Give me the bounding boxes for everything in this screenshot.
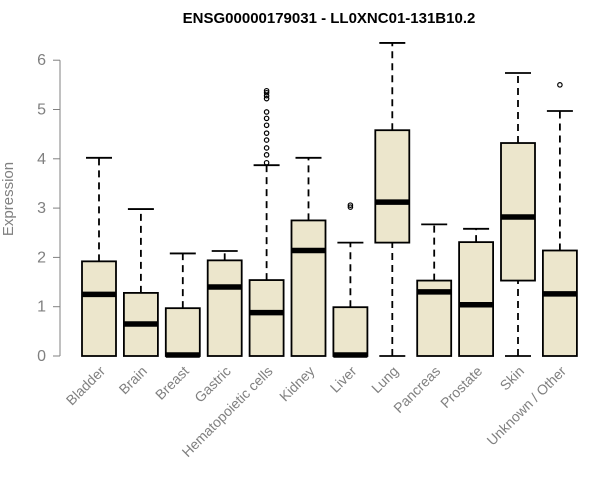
y-axis: 0 1 2 3 4 5 6: [37, 52, 61, 365]
outlier-point: [263, 137, 270, 143]
y-tick-label: 0: [37, 348, 46, 365]
x-tick-label: Liver: [327, 363, 360, 396]
y-tick-label: 3: [37, 200, 46, 217]
x-tick-label: Lung: [368, 363, 401, 396]
box-breast: [164, 252, 201, 358]
outlier-point: [263, 159, 270, 166]
box-bladder: [81, 156, 117, 357]
outlier-point: [347, 202, 354, 208]
outlier-point: [263, 87, 270, 94]
chart-title: ENSG00000179031 - LL0XNC01-131B10.2: [183, 10, 476, 27]
y-axis-label: Expression: [0, 162, 17, 236]
y-tick-label: 6: [37, 52, 46, 69]
outlier-point: [263, 130, 270, 136]
box-body: [458, 241, 495, 357]
box-body: [500, 142, 536, 282]
box-prostate: [458, 227, 495, 357]
outlier-point: [263, 109, 270, 115]
box-body: [206, 259, 243, 357]
outlier-point: [263, 145, 270, 151]
box-body: [290, 219, 327, 357]
box-body: [248, 279, 285, 357]
box-body: [164, 307, 201, 357]
x-tick-label: Brain: [116, 363, 150, 397]
box-unknown-other: [542, 82, 578, 357]
x-tick-label: Skin: [497, 363, 528, 394]
x-tick-label: Kidney: [276, 363, 318, 405]
y-tick-label: 5: [37, 102, 46, 119]
x-tick-label: Pancreas: [390, 363, 443, 416]
box-body: [542, 249, 578, 357]
outlier-point: [263, 95, 270, 102]
y-tick-label: 2: [37, 249, 46, 266]
box-group: [81, 42, 578, 358]
box-hematopoietic-cells: [248, 87, 285, 357]
x-tick-label: Bladder: [63, 363, 109, 409]
outlier-point: [263, 122, 270, 129]
x-tick-label: Prostate: [437, 363, 485, 411]
outlier-point: [263, 89, 270, 96]
x-tick-label: Breast: [152, 363, 192, 403]
box-gastric: [206, 250, 243, 357]
box-liver: [332, 202, 369, 358]
box-brain: [123, 208, 159, 357]
outlier-point: [347, 204, 354, 210]
box-skin: [500, 72, 536, 357]
box-pancreas: [416, 223, 453, 357]
x-tick-label: Unknown / Other: [483, 363, 569, 449]
box-body: [81, 260, 117, 357]
box-body: [332, 306, 369, 357]
y-tick-label: 1: [37, 299, 46, 316]
outlier-point: [263, 115, 270, 122]
outlier-point: [557, 82, 563, 88]
box-body: [374, 129, 411, 244]
box-kidney: [290, 156, 327, 357]
outlier-point: [263, 152, 270, 158]
y-tick-label: 4: [37, 151, 46, 168]
box-lung: [374, 42, 411, 357]
